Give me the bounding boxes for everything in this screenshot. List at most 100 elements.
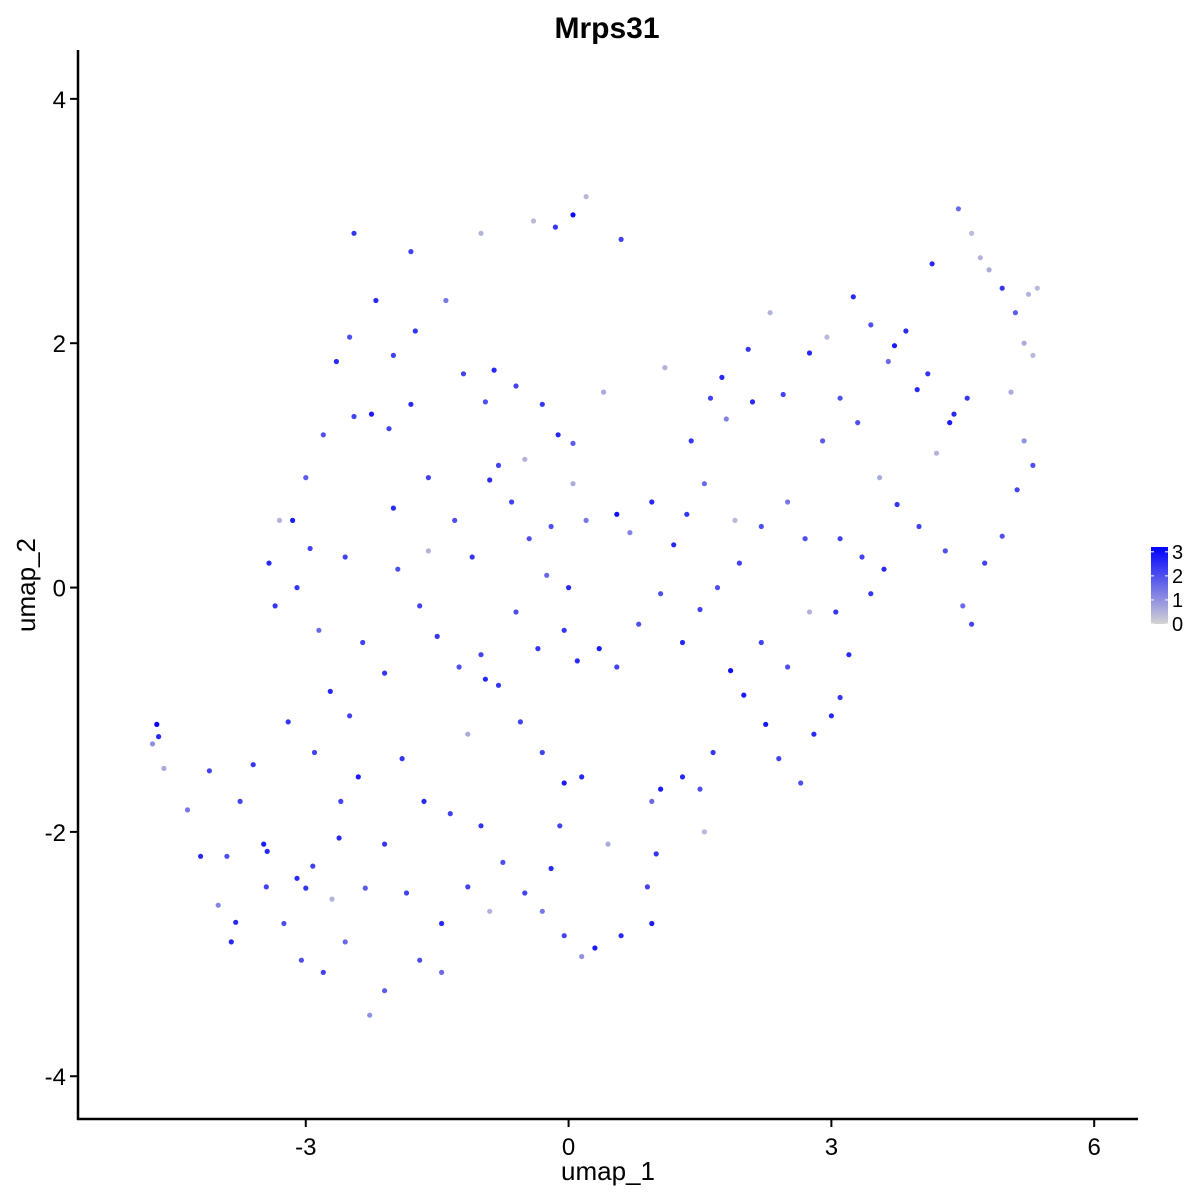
data-point	[1014, 487, 1020, 493]
data-point	[294, 875, 300, 881]
data-point	[555, 432, 561, 438]
data-point	[732, 517, 738, 524]
data-point	[544, 572, 550, 578]
data-point	[228, 939, 234, 945]
data-point	[264, 848, 270, 855]
data-point	[417, 957, 423, 963]
data-point	[539, 749, 545, 756]
data-point	[688, 438, 694, 444]
data-point	[408, 401, 414, 407]
data-point	[522, 456, 528, 462]
data-point	[513, 609, 519, 615]
data-point	[982, 560, 988, 566]
data-point	[368, 411, 375, 417]
data-point	[636, 621, 642, 627]
data-point	[776, 756, 782, 762]
legend-colorbar	[1151, 547, 1168, 624]
data-point	[399, 756, 405, 762]
data-point	[439, 969, 445, 976]
data-point	[933, 450, 940, 456]
data-point	[263, 884, 269, 890]
data-point	[1025, 291, 1032, 297]
data-point	[1030, 352, 1036, 358]
data-point	[758, 639, 764, 646]
data-point	[310, 863, 316, 869]
data-point	[925, 371, 931, 377]
data-point	[513, 383, 519, 389]
data-point	[290, 517, 296, 524]
data-point	[955, 206, 962, 212]
x-tick-label: 3	[825, 1134, 838, 1161]
data-point	[942, 548, 948, 554]
data-point	[460, 371, 467, 377]
data-point	[338, 798, 344, 805]
data-point	[671, 542, 677, 548]
data-point	[914, 387, 920, 393]
data-point	[161, 765, 167, 772]
data-point	[281, 920, 287, 927]
data-point	[303, 475, 309, 481]
data-point	[710, 749, 716, 756]
data-point	[342, 554, 348, 560]
data-point	[487, 908, 493, 914]
data-point	[745, 346, 751, 352]
data-point	[311, 749, 318, 756]
data-point	[684, 511, 690, 517]
x-tick-label: 6	[1088, 1134, 1101, 1161]
data-point	[1021, 438, 1027, 444]
data-point	[583, 517, 589, 524]
data-point	[1021, 340, 1027, 346]
data-point	[266, 560, 272, 566]
data-point	[272, 603, 278, 609]
data-point	[903, 328, 909, 334]
data-point	[443, 297, 449, 304]
data-point	[530, 218, 537, 224]
data-point	[977, 255, 983, 261]
data-point	[916, 523, 922, 530]
data-point	[824, 334, 830, 340]
data-point	[425, 548, 431, 554]
data-point	[605, 841, 611, 847]
data-point	[785, 499, 791, 505]
data-point	[390, 352, 396, 358]
data-point	[969, 621, 975, 627]
data-point	[714, 585, 721, 591]
x-tick-label: -3	[295, 1134, 316, 1161]
data-point	[561, 780, 567, 786]
data-point	[894, 501, 900, 508]
data-point	[320, 432, 326, 438]
data-point	[579, 774, 585, 780]
chart-title: Mrps31	[554, 12, 659, 45]
data-point	[347, 713, 353, 719]
data-point	[224, 853, 230, 859]
data-point	[723, 416, 729, 422]
data-point	[614, 664, 620, 670]
data-point	[649, 920, 655, 927]
data-point	[846, 652, 852, 658]
data-point	[478, 823, 484, 829]
data-point	[806, 609, 813, 615]
data-point	[614, 511, 620, 517]
data-point	[566, 585, 572, 591]
data-point	[828, 713, 835, 719]
data-point	[327, 688, 333, 695]
data-point	[237, 798, 243, 805]
data-point	[802, 536, 808, 542]
data-point	[570, 481, 576, 487]
data-point	[763, 721, 769, 728]
data-point	[548, 523, 554, 530]
data-point	[487, 477, 493, 483]
x-axis-title: umap_1	[561, 1156, 655, 1186]
data-point	[999, 533, 1005, 539]
legend-label: 1	[1172, 590, 1183, 612]
data-point	[395, 566, 401, 572]
data-point	[522, 890, 528, 896]
data-point	[342, 939, 348, 945]
data-point	[947, 420, 953, 426]
data-point	[509, 499, 515, 505]
data-point	[149, 741, 156, 747]
data-point	[570, 212, 576, 218]
